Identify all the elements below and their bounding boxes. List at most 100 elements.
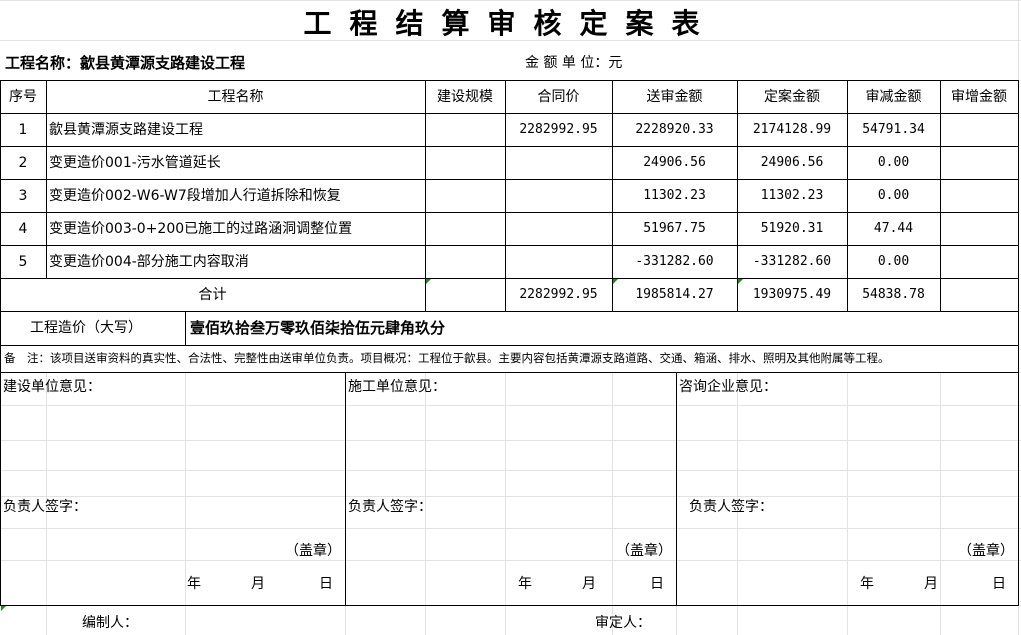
amount-unit-label: 金 额 单 位：元 [525,55,623,71]
gridline [847,372,848,635]
row-5-no: 5 [18,254,28,270]
row-2-approved: 24906.56 [760,155,824,170]
row-1-contract: 2282992.95 [519,122,598,137]
gridline [737,372,738,635]
cell-marker [613,279,618,284]
sign-label: 负责人签字： [689,499,773,515]
row-2-no: 2 [18,155,28,171]
remarks-note: 备 注：该项目送审资料的真实性、合法性、完整性由送审单位负责。项目概况：工程位于… [4,351,890,365]
row-4-approved: 51920.31 [760,221,824,236]
row-3-submitted: 11302.23 [643,188,706,203]
row-4-no: 4 [18,221,28,237]
border [425,80,426,311]
opinion-title: 施工单位意见： [348,379,446,395]
border [0,80,1,311]
row-2-submitted: 24906.56 [643,155,706,170]
row-4-reduced: 47.44 [873,221,914,236]
header-increased: 审增金额 [951,89,1007,105]
border [0,212,1019,213]
header-submitted: 送审金额 [646,89,703,105]
border [0,605,1019,606]
gridline [0,470,1021,471]
border [0,146,1019,147]
month-label: 月 [251,576,265,592]
gridline [0,0,1021,1]
border [0,113,1019,114]
project-name-label: 工程名称：歙县黄潭源支路建设工程 [5,54,246,72]
row-2-name: 变更造价001-污水管道延长 [49,155,221,171]
header-approved: 定案金额 [764,89,820,105]
row-1-no: 1 [18,122,28,138]
border [737,80,738,311]
total-submitted: 1985814.27 [635,287,714,302]
total-contract: 2282992.95 [519,287,598,302]
row-5-submitted: -331282.60 [635,254,714,269]
sign-label: 负责人签字： [3,499,87,515]
month-label: 月 [582,576,596,592]
border [0,80,1019,81]
border [676,372,677,605]
month-label: 月 [924,576,938,592]
approver-label: 审定人： [595,615,651,631]
header-contract: 合同价 [537,89,580,105]
seal-label: （盖章） [616,543,672,559]
total-label: 合计 [198,287,227,303]
opinion-title: 建设单位意见： [3,379,101,395]
border [612,80,613,311]
total-reduced: 54838.78 [862,287,925,302]
border [185,311,186,345]
amount-words-value: 壹佰玖拾叁万零玖佰柒拾伍元肆角玖分 [190,319,446,337]
border [0,245,1019,246]
header-scale: 建设规模 [437,89,493,105]
gridline [425,372,426,635]
row-3-no: 3 [18,188,28,204]
row-2-reduced: 0.00 [877,155,910,170]
gridline [0,40,1021,41]
row-3-reduced: 0.00 [877,188,910,203]
cell-marker [426,279,431,284]
day-label: 日 [319,576,333,592]
gridline [185,372,186,635]
border [46,80,47,278]
row-3-approved: 11302.23 [760,188,824,203]
year-label: 年 [860,576,874,592]
border [0,372,1019,373]
row-1-name: 歙县黄潭源支路建设工程 [49,122,203,138]
amount-words-label: 工程造价（大写） [30,320,142,336]
row-1-reduced: 54791.34 [862,122,925,137]
row-5-name: 变更造价004-部分施工内容取消 [49,254,249,270]
gridline [0,528,1021,529]
row-5-reduced: 0.00 [877,254,910,269]
border [0,311,1,605]
year-label: 年 [518,576,532,592]
border [847,80,848,311]
border [505,80,506,311]
row-4-name: 变更造价003-0+200已施工的过路涵洞调整位置 [49,221,353,237]
row-1-submitted: 2228920.33 [635,122,714,137]
cell-marker [1,606,6,611]
gridline [612,372,613,635]
border [345,372,346,605]
gridline [940,372,941,635]
gridline [505,372,506,635]
border [0,179,1019,180]
border [1018,80,1019,311]
cell-marker [738,279,743,284]
day-label: 日 [650,576,664,592]
day-label: 日 [992,576,1006,592]
border [1018,311,1019,605]
gridline [0,405,1021,406]
border [0,345,1019,346]
border [0,278,1019,279]
row-1-approved: 2174128.99 [752,122,832,137]
page-title: 工程结算审核定案表 [303,7,718,40]
border [940,80,941,311]
row-4-submitted: 51967.75 [643,221,706,236]
seal-label: （盖章） [285,543,341,559]
row-5-approved: -331282.60 [752,254,832,269]
total-approved: 1930975.49 [752,287,832,302]
opinion-title: 咨询企业意见： [679,379,777,395]
border [0,311,1019,312]
row-3-name: 变更造价002-W6-W7段增加人行道拆除和恢复 [49,188,341,204]
header-no: 序号 [9,89,37,105]
